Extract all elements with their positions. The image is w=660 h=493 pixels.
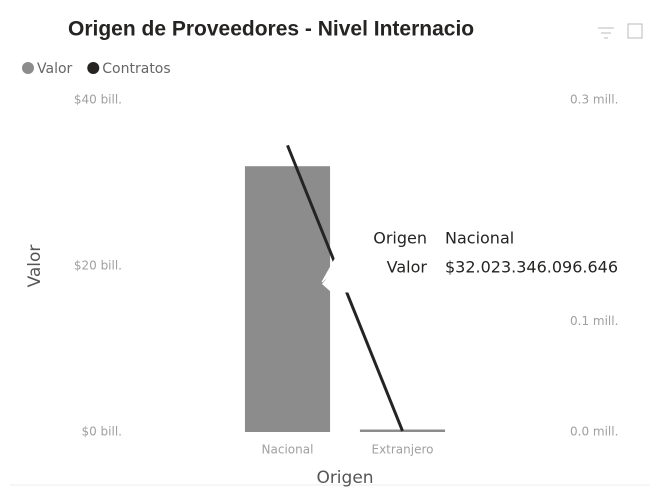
x-tick-label: Nacional xyxy=(262,443,314,457)
legend-marker xyxy=(22,62,34,74)
chart-title: Origen de Proveedores - Nivel Internacio xyxy=(68,18,474,41)
x-tick-label: Extranjero xyxy=(371,443,433,457)
tooltip-arrow xyxy=(322,262,340,300)
y2-tick-label: 0.3 mill. xyxy=(570,93,618,107)
tooltip: Origen Nacional Valor $32.023.346.096.646 xyxy=(321,221,653,300)
tooltip-label: Origen xyxy=(373,229,427,248)
y-tick-label: $20 bill. xyxy=(74,259,122,273)
tooltip-value: $32.023.346.096.646 xyxy=(445,258,618,277)
y-tick-label: $0 bill. xyxy=(81,425,122,439)
x-axis-title: Origen xyxy=(316,468,373,488)
focus-icon[interactable] xyxy=(627,23,643,39)
legend-marker xyxy=(87,62,100,74)
legend-label: Valor xyxy=(37,61,73,77)
tooltip-label: Valor xyxy=(387,258,428,277)
legend-label: Contratos xyxy=(102,61,170,77)
y-tick-label: $40 bill. xyxy=(74,93,122,107)
tooltip-value: Nacional xyxy=(445,229,514,248)
y2-tick-label: 0.1 mill. xyxy=(570,314,618,328)
y2-tick-label: 0.0 mill. xyxy=(570,425,618,439)
header-icons xyxy=(598,23,643,39)
y-axis-title: Valor xyxy=(25,245,45,288)
bar xyxy=(244,166,331,432)
